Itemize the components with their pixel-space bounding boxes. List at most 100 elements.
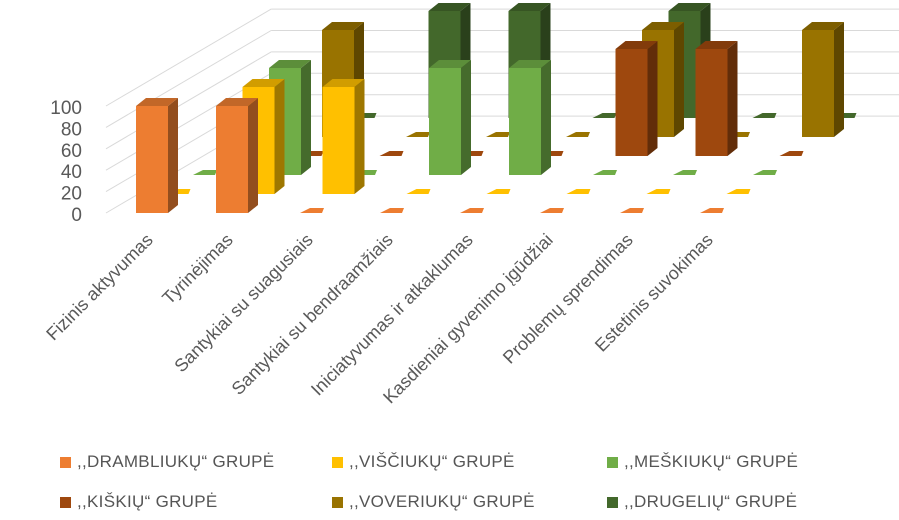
bar-top [428,3,471,11]
bar-zero [673,170,697,175]
legend-label: ,,VOVERIUKŲ“ GRUPĖ [349,492,535,511]
bar-zero [620,208,644,213]
gridline-side [105,30,272,128]
bar [673,170,697,175]
bar-zero [753,170,777,175]
bar-front [615,49,648,156]
legend-item: ,,KIŠKIŲ“ GRUPĖ [60,492,332,512]
bar [592,113,617,118]
gridline-side [105,51,272,150]
bar-zero [566,189,591,194]
bar [779,151,804,156]
bar-top [642,22,684,30]
bar-front [695,49,728,156]
bar [406,132,430,137]
legend-label: ,,VIŠČIUKŲ“ GRUPĖ [349,452,515,471]
bar-side [647,41,658,156]
legend-label: ,,DRAMBLIUKŲ“ GRUPĖ [77,452,275,471]
bar-top [322,79,365,87]
bar-side [541,60,551,175]
bar-side [248,98,258,213]
bar [429,60,471,175]
bar [695,41,738,156]
bar [300,208,324,213]
bar-top [508,3,551,11]
legend-label: ,,DRUGELIŲ“ GRUPĖ [624,492,798,511]
bar [322,79,365,194]
legend-item: ,,MEŠKIUKŲ“ GRUPĖ [607,452,887,472]
bar [380,208,404,213]
gridlines [105,8,899,214]
bar-side [674,22,684,137]
x-tick-label: Fizinis aktyvumas [42,230,157,345]
x-tick-label: Santykiai su suagusiais [170,230,316,376]
bar-zero [460,208,484,213]
bar-front [802,30,834,137]
legend: ,,DRAMBLIUKŲ“ GRUPĖ ,,VIŠČIUKŲ“ GRUPĖ ,,ME… [60,452,890,512]
y-tick-label: 80 [61,119,82,140]
bar [620,208,644,213]
bar-top [695,41,738,49]
bar [379,151,404,156]
bar [193,170,217,175]
bar [646,189,671,194]
bar [540,208,564,213]
x-tick-label: Santykiai su bendraamžiais [228,230,397,399]
bar-zero [486,132,510,137]
gridline-side [105,8,272,107]
bar [752,113,777,118]
bar-zero [752,113,777,118]
x-tick-label: Problemų sprendimas [499,230,637,368]
bar [486,189,511,194]
bar-side [301,60,311,175]
bar-zero [726,189,751,194]
bar [460,208,484,213]
bar [802,22,844,137]
bar-front [429,68,461,175]
bar-side [727,41,738,156]
legend-swatch [60,456,71,468]
bar-zero [379,151,404,156]
x-tick-label: Tyrinėjimas [158,230,237,309]
y-tick-label: 20 [61,184,82,205]
bar-front [216,106,248,213]
bar-side [168,98,178,213]
bar-zero [406,189,431,194]
bar [700,208,724,213]
bar [216,98,258,213]
bar [753,170,777,175]
y-tick-label: 60 [61,141,82,162]
bar [486,132,510,137]
y-tick-label: 40 [61,162,82,183]
bar-zero [646,189,671,194]
legend-item: ,,VOVERIUKŲ“ GRUPĖ [332,492,607,512]
bar-top [802,22,844,30]
legend-swatch [332,456,343,468]
legend-swatch [607,456,618,468]
legend-label: ,,MEŠKIUKŲ“ GRUPĖ [624,452,799,471]
bar-zero [700,208,724,213]
bar-top [242,79,285,87]
bar-top [429,60,471,68]
bar-front [509,68,541,175]
bar-zero [406,132,430,137]
legend-label: ,,KIŠKIŲ“ GRUPĖ [77,492,218,511]
bar-zero [300,208,324,213]
bar-zero [566,132,590,137]
bar-top [269,60,311,68]
bar [509,60,551,175]
bar-zero [540,208,564,213]
legend-item: ,,VIŠČIUKŲ“ GRUPĖ [332,452,607,472]
y-tick-label: 0 [71,205,82,226]
bar [566,189,591,194]
bar-side [274,79,285,194]
bar [593,170,617,175]
bar-zero [593,170,617,175]
bar-zero [592,113,617,118]
bar-side [461,60,471,175]
bar [406,189,431,194]
y-tick-label: 100 [50,98,82,119]
